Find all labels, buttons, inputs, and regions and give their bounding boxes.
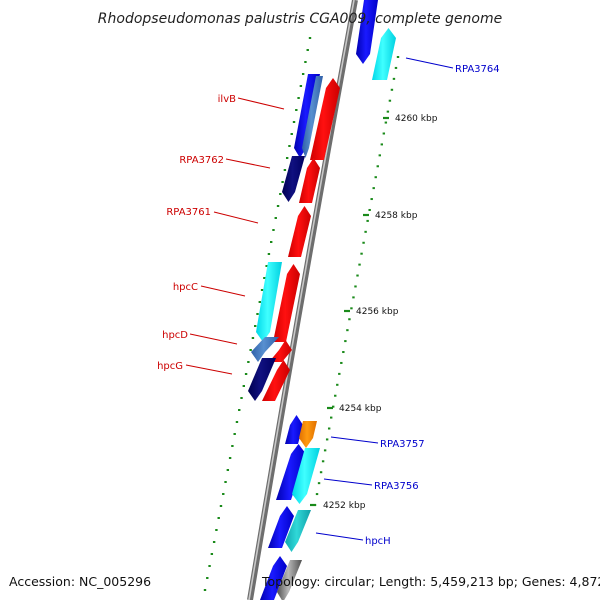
- leader-hpcH: [315, 532, 364, 541]
- gene-block-hpcH[interactable]: [285, 510, 311, 552]
- label-leader-lines: [185, 57, 454, 541]
- gene-label-RPA3764[interactable]: RPA3764: [455, 64, 500, 75]
- gene-block-blue-4251[interactable]: [268, 506, 294, 548]
- kbp-label-4258: 4258 kbp: [375, 211, 418, 221]
- gene-block-RPA3761[interactable]: [288, 206, 311, 257]
- gene-block-RPA3762-navy[interactable]: [282, 156, 305, 202]
- gene-block-RPA3764[interactable]: [372, 28, 396, 80]
- gene-block-hpcC-cyan[interactable]: [256, 262, 282, 342]
- gene-block-hpcC[interactable]: [273, 264, 300, 342]
- kbp-label-4260: 4260 kbp: [395, 114, 438, 124]
- gene-label-RPA3756[interactable]: RPA3756: [374, 481, 419, 492]
- kbp-label-4256: 4256 kbp: [356, 307, 399, 317]
- leader-hpcG: [185, 364, 233, 375]
- kbp-label-4252: 4252 kbp: [323, 501, 366, 511]
- gene-label-RPA3761[interactable]: RPA3761: [166, 207, 211, 218]
- leader-ilvB: [237, 97, 285, 110]
- leader-RPA3762: [225, 158, 271, 169]
- gene-block-hpcG[interactable]: [262, 360, 290, 401]
- accession-text: Accession: NC_005296: [9, 574, 151, 589]
- genome-title: Rhodopseudomonas palustris CGA009, compl…: [98, 11, 502, 27]
- gene-label-hpcH[interactable]: hpcH: [365, 536, 391, 547]
- gene-label-RPA3762[interactable]: RPA3762: [179, 155, 224, 166]
- gene-label-hpcG[interactable]: hpcG: [157, 361, 183, 372]
- topology-summary-text: Topology: circular; Length: 5,459,213 bp…: [261, 574, 600, 589]
- gene-block-hpcG-navy[interactable]: [248, 358, 276, 401]
- gene-label-hpcD[interactable]: hpcD: [162, 330, 188, 341]
- gene-block-hpcD-steel[interactable]: [251, 337, 279, 362]
- gene-block-blue-bottom[interactable]: [260, 556, 287, 600]
- leader-RPA3756: [323, 478, 373, 486]
- inner-tick-track: [203, 37, 312, 591]
- gene-block-RPA3756[interactable]: [292, 448, 320, 504]
- gene-block-RPA3762[interactable]: [299, 158, 320, 203]
- leader-RPA3757: [330, 436, 379, 444]
- gene-label-RPA3757[interactable]: RPA3757: [380, 439, 425, 450]
- gene-block-ilvB-red[interactable]: [310, 78, 340, 160]
- leader-RPA3764: [405, 57, 454, 69]
- gene-block-RPA3757[interactable]: [299, 421, 317, 448]
- gene-label-hpcC[interactable]: hpcC: [173, 282, 198, 293]
- outer-tick-track: [310, 56, 400, 507]
- gene-block-blue-top[interactable]: [356, 0, 378, 64]
- leader-RPA3761: [213, 211, 259, 224]
- gene-block-blue-4253[interactable]: [276, 444, 306, 500]
- gene-block-hpcD[interactable]: [269, 340, 292, 362]
- leader-hpcD: [189, 333, 238, 345]
- gene-block-blue-4254[interactable]: [285, 415, 303, 444]
- kbp-label-4254: 4254 kbp: [339, 404, 382, 414]
- genome-backbone-highlight: [248, 0, 355, 600]
- gene-label-ilvB[interactable]: ilvB: [218, 94, 236, 105]
- leader-hpcC: [200, 285, 246, 297]
- genome-backbone: [247, 0, 358, 600]
- gene-track: [248, 0, 396, 600]
- gene-block-ilvB-steel[interactable]: [302, 76, 323, 158]
- gene-block-gray-bottom[interactable]: [277, 560, 302, 600]
